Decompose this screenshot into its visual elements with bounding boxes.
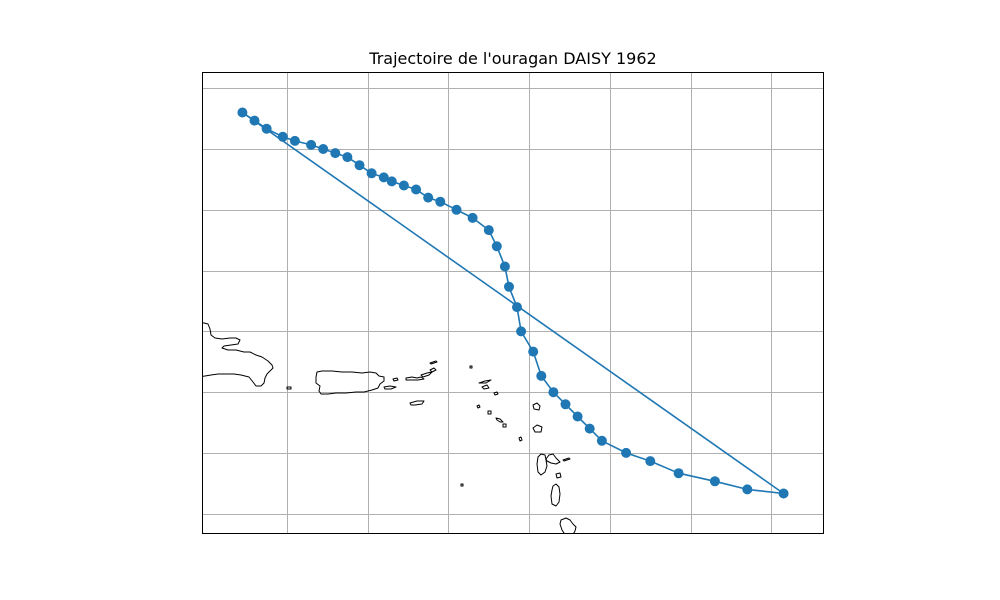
- coastline-virgin-gorda: [429, 367, 437, 373]
- gridlines: [202, 72, 824, 534]
- track-point: [261, 123, 272, 134]
- track-point: [435, 196, 446, 207]
- coastline-dominica: [550, 483, 561, 507]
- track-point: [411, 184, 422, 195]
- coastline-la-desirade: [562, 457, 571, 462]
- track-point: [467, 212, 478, 223]
- coastline-hispaniola: [202, 322, 274, 387]
- track-point: [366, 168, 377, 179]
- coastline-st-croix: [409, 400, 425, 406]
- track-point: [499, 261, 510, 272]
- coastline-st-kitts: [495, 417, 504, 423]
- track-point: [483, 225, 494, 236]
- track-point: [306, 139, 317, 150]
- track-point: [778, 488, 789, 499]
- coastline-anguilla: [478, 379, 492, 384]
- track-point: [548, 387, 559, 398]
- coastline-aves: [460, 483, 464, 487]
- track-point: [645, 456, 656, 467]
- track-point: [451, 204, 462, 215]
- coastline-basse-terre: [536, 453, 548, 476]
- coastline-barbuda: [532, 402, 541, 411]
- track-point: [572, 411, 583, 422]
- track-point: [249, 115, 260, 126]
- track-point: [584, 423, 595, 434]
- track-point: [709, 476, 720, 487]
- coastline-grande-terre: [545, 453, 561, 465]
- track-point: [742, 484, 753, 495]
- coastline-puerto-rico: [315, 370, 385, 395]
- coastline-tortola: [420, 371, 433, 378]
- coastline-montserrat: [518, 436, 523, 442]
- track-point: [423, 192, 434, 203]
- coastline-sint-eustatius: [487, 410, 492, 415]
- track-point: [491, 241, 502, 252]
- track-point: [596, 435, 607, 446]
- coastline-anegada: [429, 360, 438, 365]
- coastline-st-martin: [481, 384, 490, 390]
- track-point: [516, 326, 527, 337]
- track-point: [237, 107, 248, 118]
- track-point: [504, 281, 514, 292]
- track-point: [560, 399, 571, 410]
- coastline-st-barthelemy: [493, 391, 499, 396]
- track-point: [673, 468, 684, 479]
- coastline-sombrero: [469, 365, 473, 369]
- hurricane-track: [237, 107, 789, 499]
- coastline-culebra: [392, 377, 399, 382]
- track-point: [378, 172, 389, 183]
- track-point: [398, 180, 409, 191]
- track-point: [536, 370, 547, 381]
- coastline-martinique: [559, 517, 577, 534]
- track-point: [621, 447, 632, 458]
- track-point: [342, 152, 353, 163]
- coastline-st-thomas-st-john: [405, 376, 425, 381]
- coastline-antigua: [532, 424, 543, 433]
- track-point: [330, 148, 341, 159]
- coastline-vieques: [383, 385, 397, 390]
- axes-frame: [202, 72, 824, 534]
- track-point: [277, 131, 288, 142]
- track-point: [528, 346, 539, 357]
- coastline-nevis: [502, 423, 507, 428]
- coastline-mona: [286, 386, 292, 390]
- map-axes: [202, 72, 824, 534]
- track-point: [512, 302, 522, 313]
- track-point: [318, 144, 329, 154]
- chart-title: Trajectoire de l'ouragan DAISY 1962: [368, 49, 656, 68]
- coastlines: [202, 322, 577, 534]
- coastline-marie-galante: [555, 472, 562, 479]
- track-point: [386, 176, 397, 187]
- coastline-saba: [476, 404, 481, 409]
- track-point: [354, 160, 365, 171]
- track-point: [289, 135, 300, 146]
